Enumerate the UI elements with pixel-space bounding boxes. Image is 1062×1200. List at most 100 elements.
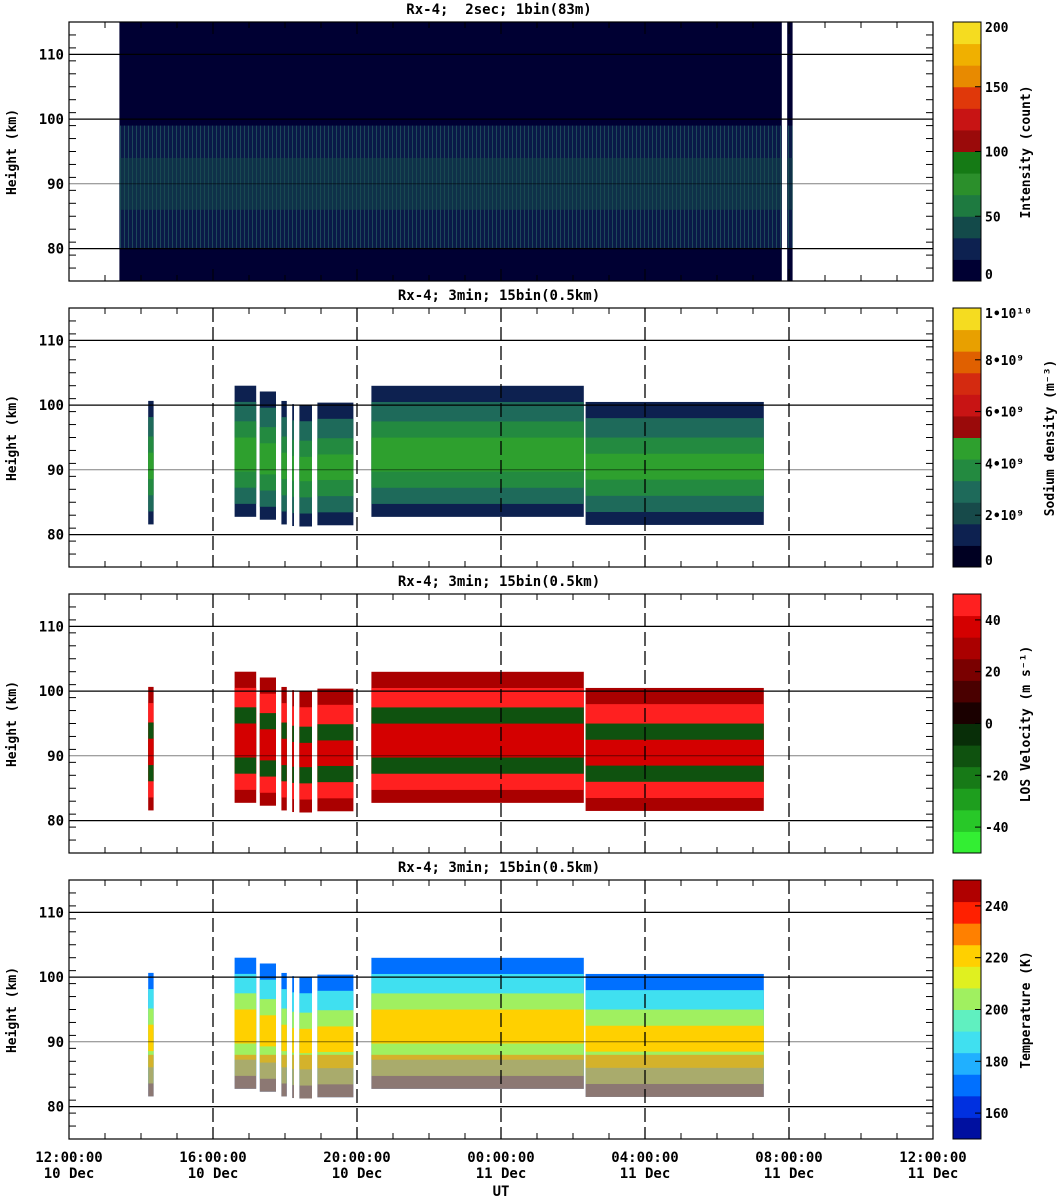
data-band-3 [585, 1025, 764, 1052]
y-tick-label: 110 [39, 905, 64, 921]
panel-2-data-segment [299, 405, 312, 527]
colorbar-swatch [953, 831, 981, 854]
panel-3-data-segment [317, 688, 354, 812]
panel-3-title: Rx-4; 3min; 15bin(0.5km) [398, 574, 600, 590]
data-band-3 [234, 1009, 257, 1044]
x-tick-time-6: 12:00:00 [899, 1150, 966, 1166]
colorbar-swatch [953, 351, 981, 374]
panel-2-data-segment [234, 385, 257, 517]
colorbar-tick-label: 6•10⁹ [985, 406, 1024, 421]
panel-4-data-segment [259, 963, 276, 1092]
colorbar-swatch [953, 594, 981, 617]
panel-4-y-axis-label: Height (km) [5, 967, 20, 1053]
data-band-3 [281, 738, 287, 766]
panel-2-data-segment [259, 391, 276, 520]
y-tick-label: 90 [47, 177, 64, 193]
colorbar-swatch [953, 459, 981, 482]
colorbar-swatch [953, 723, 981, 746]
colorbar-swatch [953, 637, 981, 660]
panel-1-data-segment [119, 22, 782, 281]
colorbar-swatch [953, 615, 981, 638]
data-band-warm [259, 1054, 276, 1092]
colorbar-tick-label: 20 [985, 666, 1001, 681]
colorbar-swatch [953, 766, 981, 789]
colorbar-swatch [953, 966, 981, 989]
x-tick-time-5: 08:00:00 [755, 1150, 822, 1166]
data-band-warm [317, 1054, 354, 1098]
panel-2-data-segment [371, 385, 584, 517]
colorbar-swatch [953, 788, 981, 811]
colorbar-tick-label: -40 [985, 821, 1009, 836]
y-tick-label: 80 [47, 242, 64, 258]
panel-4-data-segment [281, 972, 287, 1097]
x-tick-labels: 12:00:00 10 Dec 16:00:00 10 Dec 20:00:00… [35, 1150, 966, 1182]
colorbar-swatch [953, 480, 981, 503]
data-band-3 [148, 452, 154, 480]
panel-4-data-segment [371, 957, 584, 1089]
data-band-3 [259, 443, 276, 475]
data-band-3 [148, 738, 154, 766]
colorbar-swatch [953, 987, 981, 1010]
panel-2-data-segment [292, 404, 294, 527]
data-band-warm [234, 1054, 257, 1089]
colorbar-swatch [953, 1009, 981, 1032]
y-tick-label: 100 [39, 970, 64, 986]
colorbar-swatch [953, 545, 981, 568]
panel-3-data-segment [234, 671, 257, 803]
colorbar-swatch [953, 415, 981, 438]
panel-2: 80 90 100 110 [39, 307, 934, 568]
colorbar-swatch [953, 1052, 981, 1075]
panel-2-data-segment [281, 400, 287, 525]
data-band-3 [281, 452, 287, 480]
data-band-3 [371, 437, 584, 472]
data-band-3 [317, 1026, 354, 1052]
colorbar-swatch [953, 745, 981, 768]
data-band-3 [585, 739, 764, 766]
panel-4-data-segment [299, 977, 312, 1099]
y-tick-label: 110 [39, 619, 64, 635]
x-tick-date-5: 11 Dec [764, 1166, 815, 1182]
data-band-warm [585, 1054, 764, 1097]
colorbar-swatch [953, 372, 981, 395]
colorbar-swatch [953, 1117, 981, 1140]
colorbar-swatch [953, 701, 981, 724]
colorbar-tick-label: 0 [985, 268, 993, 283]
panel-4-title: Rx-4; 3min; 15bin(0.5km) [398, 860, 600, 876]
panel-4-data-segment [585, 973, 764, 1097]
colorbar-swatch [953, 1074, 981, 1097]
x-tick-time-3: 00:00:00 [467, 1150, 534, 1166]
data-band-3 [292, 741, 294, 767]
y-tick-label: 110 [39, 333, 64, 349]
colorbar-swatch [953, 658, 981, 681]
colorbar-swatch [953, 129, 981, 152]
x-tick-date-1: 10 Dec [188, 1166, 239, 1182]
colorbar-swatch [953, 151, 981, 174]
y-tick-label: 90 [47, 749, 64, 765]
colorbar-1-label: Intensity (count) [1019, 85, 1034, 218]
data-band-warm [371, 1054, 584, 1089]
colorbar-tick-label: 180 [985, 1055, 1009, 1070]
data-band-3 [371, 1009, 584, 1044]
colorbar-tick-label: 2•10⁹ [985, 509, 1024, 524]
data-band-3 [317, 454, 354, 480]
data-band-3 [317, 740, 354, 766]
data-band-3 [148, 1024, 154, 1052]
y-tick-label: 90 [47, 463, 64, 479]
y-tick-label: 90 [47, 1035, 64, 1051]
colorbar-frame [952, 307, 982, 568]
y-tick-label: 80 [47, 528, 64, 544]
data-band-3 [281, 1024, 287, 1052]
data-band-3 [259, 1015, 276, 1047]
colorbar-tick-label: 1•10¹⁰ [985, 307, 1032, 322]
colorbar-swatch [953, 194, 981, 217]
colorbar-2: 0 2•10⁹ 4•10⁹ 6•10⁹ 8•10⁹ 1•10¹⁰ [952, 307, 1032, 569]
colorbar-tick-label: 0 [985, 554, 993, 569]
colorbar-swatch [953, 308, 981, 331]
panel-4-data-segment [317, 974, 354, 1098]
colorbar-swatch [953, 880, 981, 903]
colorbar-swatch [953, 259, 981, 282]
x-tick-date-4: 11 Dec [620, 1166, 671, 1182]
x-axis-label: UT [493, 1184, 510, 1200]
data-band-3 [292, 1027, 294, 1053]
